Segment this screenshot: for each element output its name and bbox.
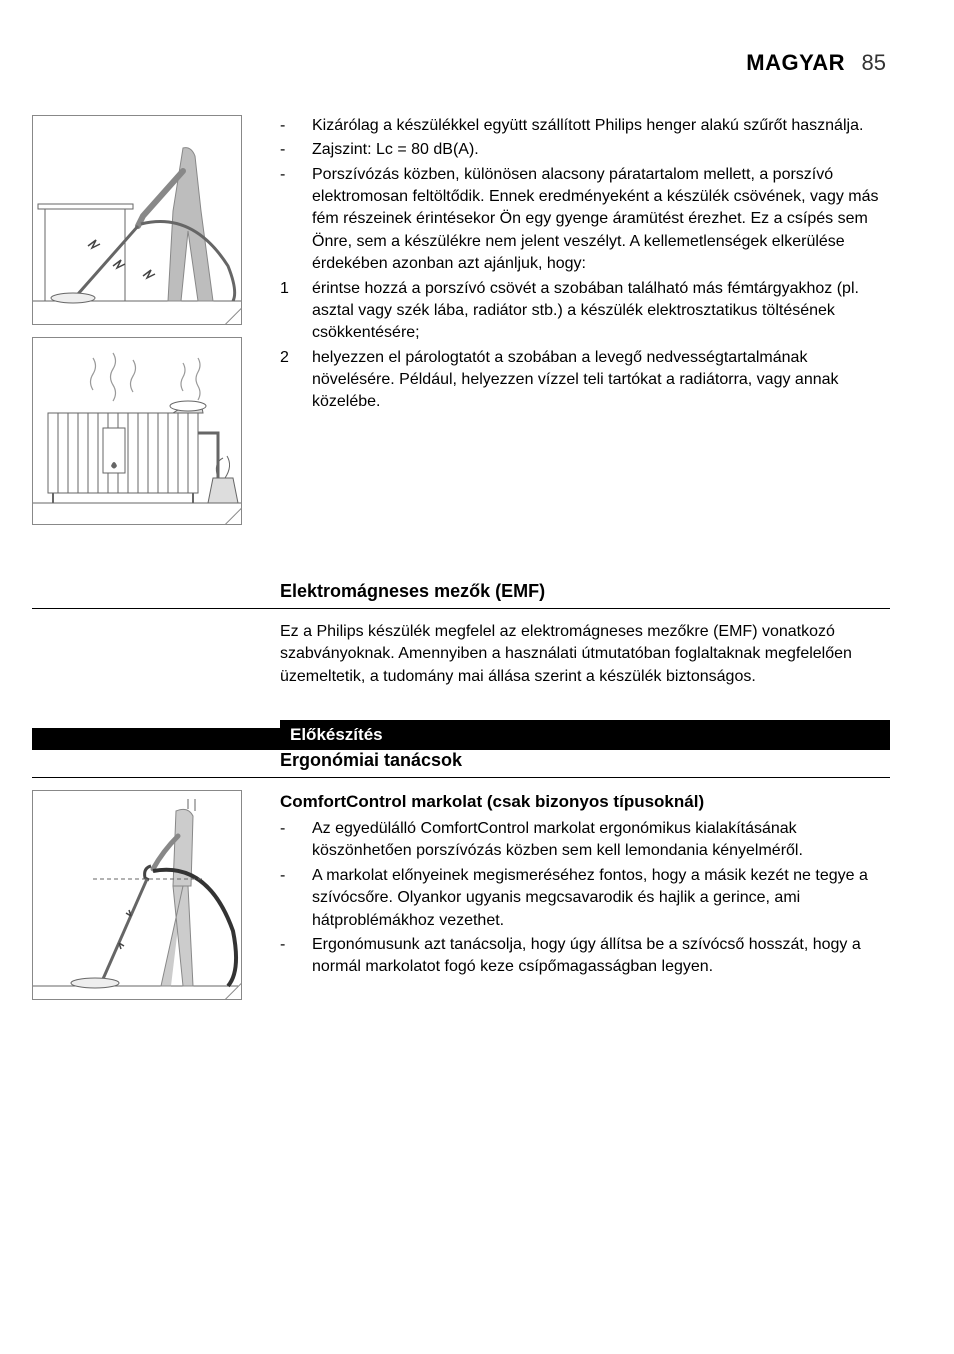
list-item: -Zajszint: Lc = 80 dB(A). [280,139,890,161]
list-item: -A markolat előnyeinek megismeréséhez fo… [280,865,890,932]
comfort-list: -Az egyedülálló ComfortControl markolat … [280,818,890,979]
illustration-radiator-humidifier [32,337,242,525]
language-label: MAGYAR [746,50,845,75]
illustration-static-shock [32,115,242,325]
heading-comfortcontrol: ComfortControl markolat (csak bizonyos t… [280,790,890,814]
heading-ergonomics: Ergonómiai tanácsok [280,748,890,778]
page-header: MAGYAR 85 [32,48,890,79]
heading-emf: Elektromágneses mezők (EMF) [280,579,890,609]
emf-paragraph: Ez a Philips készülék megfelel az elektr… [280,621,890,688]
list-item: 2helyezzen el párologtatót a szobában a … [280,347,890,414]
illustration-ergonomic-posture [32,790,242,1000]
list-item: -Az egyedülálló ComfortControl markolat … [280,818,890,863]
list-item: -Porszívózás közben, különösen alacsony … [280,164,890,276]
list-item: 1érintse hozzá a porszívó csövét a szobá… [280,278,890,345]
safety-notes-list: -Kizárólag a készülékkel együtt szállíto… [280,115,890,414]
page-number: 85 [862,50,886,75]
list-item: -Kizárólag a készülékkel együtt szállíto… [280,115,890,137]
list-item: -Ergonómusunk azt tanácsolja, hogy úgy á… [280,934,890,979]
